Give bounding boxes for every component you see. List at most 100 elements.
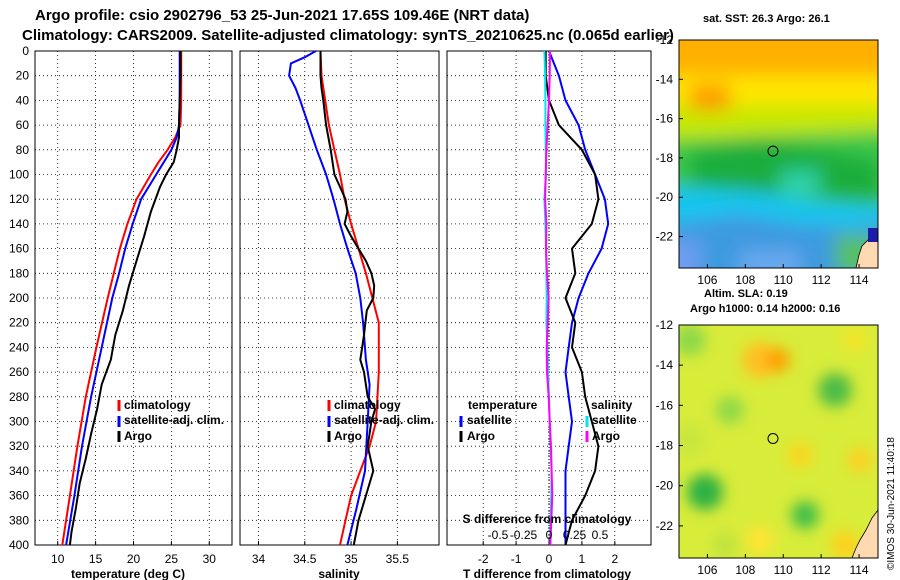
depth-tick-label: 380 <box>9 513 29 527</box>
t-difference-tick-labels: -2 -1 0 1 2 <box>478 552 619 566</box>
x-tick-label: 20 <box>127 552 141 566</box>
sla-map-frame <box>678 324 879 559</box>
argo-float-marker <box>767 433 779 444</box>
lat-tick-label: -22 <box>656 519 674 533</box>
s-tick-label: -0.25 <box>510 528 538 542</box>
lon-tick-label: 108 <box>735 273 755 287</box>
t-difference-xlabel: T difference from climatology <box>463 567 631 580</box>
sst-map: sat. SST: 26.3 Argo: 26.1 -12 -14 -16 -18 <box>656 13 879 287</box>
salinity-panel: 34 34.5 35 35.5 salinity climatology satell… <box>239 50 440 580</box>
x-tick-label: 15 <box>89 552 103 566</box>
legend-satellite-label: satellite <box>592 413 637 427</box>
temperature-legend-title: temperature <box>468 398 538 412</box>
salinity-legend: climatology satellite-adj. clim. Argo <box>327 398 434 443</box>
coastline <box>851 509 878 558</box>
depth-tick-label: 140 <box>9 217 29 231</box>
lat-tick-label: -18 <box>656 151 674 165</box>
depth-tick-label: 120 <box>9 192 29 206</box>
lon-tick-label: 110 <box>774 563 793 577</box>
legend-climatology-label: climatology <box>334 398 401 412</box>
temperature-diff-legend: temperature satellite Argo <box>459 398 538 443</box>
temperature-lines <box>61 51 183 546</box>
sla-lat-ticks: -12 -14 -16 -18 -20 -22 <box>656 318 683 533</box>
lat-tick-label: -22 <box>656 230 674 244</box>
x-tick-label: -2 <box>478 552 489 566</box>
x-tick-label: 1 <box>579 552 586 566</box>
salinity-diff-legend: salinity satellite Argo <box>585 398 637 443</box>
salinity-axes-frame <box>239 50 440 546</box>
series-line-argo <box>319 51 377 546</box>
depth-tick-label: 0 <box>22 44 29 58</box>
x-tick-label: -1 <box>511 552 522 566</box>
legend-satellite-label: satellite-adj. clim. <box>124 413 224 427</box>
depth-tick-label: 400 <box>9 538 29 552</box>
depth-tick-label: 60 <box>16 118 30 132</box>
temperature-xlabel: temperature (deg C) <box>71 567 185 580</box>
x-tick-label: 34.5 <box>293 552 317 566</box>
depth-tick-label: 280 <box>9 390 29 404</box>
lat-tick-label: -14 <box>656 358 674 372</box>
sst-lat-ticks: -12 -14 -16 -18 -20 -22 <box>656 33 683 244</box>
depth-tick-label: 80 <box>16 143 30 157</box>
x-tick-label: 10 <box>51 552 65 566</box>
lat-tick-label: -16 <box>656 112 674 126</box>
legend-argo-label: Argo <box>124 429 152 443</box>
x-tick-label: 2 <box>611 552 618 566</box>
lon-tick-label: 112 <box>812 563 831 577</box>
figure-title-line2: Climatology: CARS2009. Satellite-adjuste… <box>22 27 674 44</box>
difference-panel: -2 -1 0 1 2 -0.5 -0.25 0 0.25 0.5 S difference f… <box>446 50 652 580</box>
temperature-axes-frame <box>34 50 233 546</box>
x-tick-label: 35 <box>344 552 358 566</box>
lat-tick-label: -12 <box>656 318 674 332</box>
legend-argo-label: Argo <box>334 429 362 443</box>
s-tick-label: 0 <box>546 528 553 542</box>
figure-title-line1: Argo profile: csio 2902796_53 25-Jun-202… <box>35 7 529 24</box>
depth-tick-label: 40 <box>16 93 30 107</box>
legend-satellite-label: satellite <box>467 413 512 427</box>
lon-tick-label: 106 <box>697 563 717 577</box>
sst-map-title: sat. SST: 26.3 Argo: 26.1 <box>703 13 830 25</box>
lon-tick-label: 114 <box>849 563 868 577</box>
depth-tick-label: 340 <box>9 464 29 478</box>
x-tick-label: 25 <box>165 552 179 566</box>
x-tick-label: 0 <box>546 552 553 566</box>
legend-argo-label: Argo <box>592 429 620 443</box>
series-line-temperature-argo <box>544 51 600 546</box>
sla-map: Altim. SLA: 0.19 Argo h1000: 0.14 h2000:… <box>656 288 879 577</box>
x-tick-label: 30 <box>203 552 217 566</box>
depth-tick-label: 20 <box>16 69 30 83</box>
temperature-grid <box>35 51 232 545</box>
lat-tick-label: -20 <box>656 479 674 493</box>
salinity-legend-title: salinity <box>591 398 633 412</box>
temperature-panel: 0 20 40 60 80 100 120 140 160 180 200 220 240 260 280 3… <box>9 44 233 580</box>
lon-tick-label: 114 <box>849 273 868 287</box>
sla-lon-ticks: 106 108 110 112 114 <box>697 554 869 577</box>
lon-tick-label: 106 <box>697 273 717 287</box>
lon-tick-label: 110 <box>774 273 793 287</box>
sla-map-subtitle: Argo h1000: 0.14 h2000: 0.16 <box>690 303 840 315</box>
depth-tick-label: 320 <box>9 439 29 453</box>
s-difference-xlabel: S difference from climatology <box>463 512 632 526</box>
s-tick-label: -0.5 <box>488 528 509 542</box>
series-line-salinity-argo <box>544 50 554 546</box>
legend-satellite-label: satellite-adj. clim. <box>334 413 434 427</box>
s-tick-label: 0.5 <box>592 528 609 542</box>
depth-tick-label: 240 <box>9 340 29 354</box>
series-line-temperature-satellite <box>548 50 610 545</box>
salinity-tick-labels: 34 34.5 35 35.5 <box>252 552 410 566</box>
series-line-argo <box>68 51 182 546</box>
depth-tick-label: 220 <box>9 316 29 330</box>
lat-tick-label: -20 <box>656 190 674 204</box>
lat-tick-label: -16 <box>656 398 674 412</box>
temperature-tick-labels: 10 15 20 25 30 <box>51 552 216 566</box>
lat-tick-label: -12 <box>656 33 674 47</box>
lon-tick-label: 108 <box>735 563 755 577</box>
legend-argo-label: Argo <box>467 429 495 443</box>
depth-tick-label: 200 <box>9 291 29 305</box>
depth-tick-label: 160 <box>9 242 29 256</box>
sst-map-frame <box>678 39 879 269</box>
sst-lon-ticks: 106 108 110 112 114 <box>697 264 869 287</box>
series-line-climatology <box>319 50 380 546</box>
series-line-climatology <box>61 51 183 546</box>
